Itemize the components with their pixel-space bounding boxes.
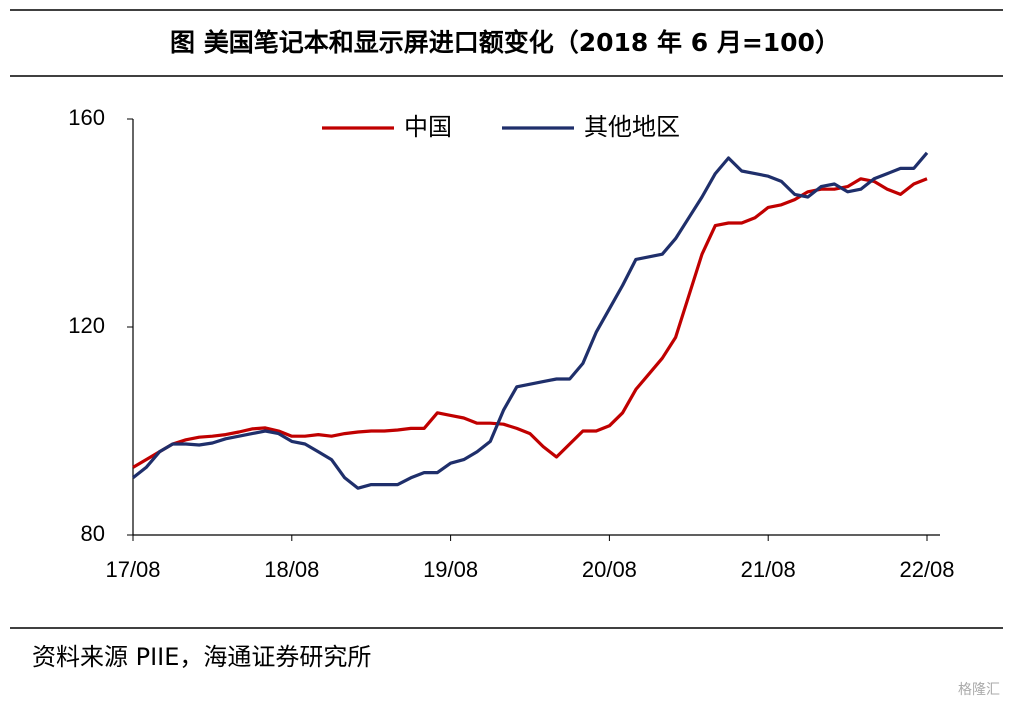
x-tick-label: 19/08 (423, 557, 478, 582)
x-tick-label: 21/08 (741, 557, 796, 582)
x-tick-label: 22/08 (899, 557, 954, 582)
y-tick-label: 160 (68, 105, 105, 130)
source: 资料来源 PIIE，海通证券研究所 (32, 643, 371, 671)
chart-title: 图 美国笔记本和显示屏进口额变化（2018 年 6 月=100） (170, 28, 840, 57)
legend-label: 其他地区 (584, 113, 680, 141)
legend-label: 中国 (404, 113, 452, 141)
series-line (132, 151, 929, 490)
watermark: 格隆汇 (958, 682, 1000, 698)
x-tick-label: 18/08 (264, 557, 319, 582)
x-tick-label: 17/08 (105, 557, 160, 582)
x-tick-label: 20/08 (582, 557, 637, 582)
series-line (132, 177, 928, 469)
y-tick-label: 120 (68, 313, 105, 338)
y-tick-label: 80 (81, 521, 105, 546)
